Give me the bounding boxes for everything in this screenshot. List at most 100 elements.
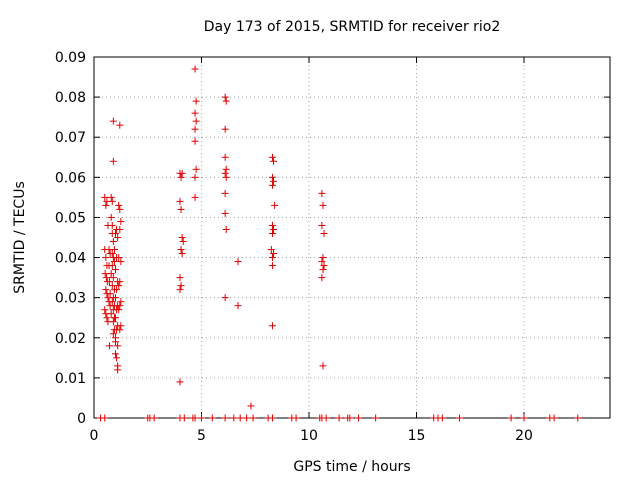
data-point bbox=[270, 225, 278, 233]
data-point bbox=[221, 93, 229, 101]
data-point bbox=[101, 306, 109, 314]
y-tick-label: 0.07 bbox=[55, 130, 86, 146]
data-point bbox=[178, 250, 186, 258]
data-point bbox=[107, 193, 115, 201]
y-tick-label: 0.08 bbox=[55, 90, 86, 106]
data-point bbox=[192, 97, 200, 105]
data-point bbox=[319, 201, 327, 209]
data-point bbox=[107, 270, 115, 278]
data-point bbox=[108, 262, 116, 270]
data-point bbox=[112, 229, 119, 237]
data-point bbox=[113, 286, 121, 294]
data-point bbox=[335, 414, 343, 422]
data-point bbox=[107, 310, 115, 318]
data-point bbox=[191, 65, 199, 73]
data-point bbox=[249, 414, 257, 422]
data-point bbox=[176, 197, 184, 205]
data-point bbox=[103, 314, 111, 322]
data-point bbox=[320, 262, 328, 270]
data-point bbox=[292, 414, 300, 422]
data-point bbox=[176, 286, 184, 294]
data-point bbox=[102, 274, 110, 282]
data-point bbox=[176, 274, 184, 282]
data-point bbox=[319, 254, 327, 262]
data-point bbox=[268, 181, 276, 189]
data-point bbox=[318, 274, 326, 282]
data-point bbox=[270, 177, 278, 185]
y-tick-label: 0.09 bbox=[55, 50, 86, 66]
data-point bbox=[109, 157, 117, 165]
data-point bbox=[456, 414, 463, 422]
data-point bbox=[101, 414, 109, 422]
data-point bbox=[109, 318, 117, 326]
data-point bbox=[101, 270, 109, 278]
data-point bbox=[438, 414, 446, 422]
data-point bbox=[507, 414, 515, 422]
data-point bbox=[176, 378, 184, 386]
data-point bbox=[115, 306, 123, 314]
data-point bbox=[520, 414, 528, 422]
data-point bbox=[112, 314, 119, 322]
data-point bbox=[108, 221, 116, 229]
data-point bbox=[109, 117, 117, 125]
data-point bbox=[116, 225, 124, 233]
data-point bbox=[191, 137, 199, 145]
data-point bbox=[346, 414, 354, 422]
data-point bbox=[268, 173, 276, 181]
data-point bbox=[247, 402, 255, 410]
data-point bbox=[110, 246, 118, 254]
data-point bbox=[267, 246, 275, 254]
data-point bbox=[550, 414, 558, 422]
data-point bbox=[109, 330, 117, 338]
data-point bbox=[318, 221, 326, 229]
data-point bbox=[178, 169, 186, 177]
data-point bbox=[222, 97, 230, 105]
x-tick-label: 20 bbox=[515, 428, 533, 444]
data-point bbox=[222, 225, 230, 233]
data-point bbox=[117, 217, 125, 225]
data-point bbox=[221, 169, 229, 177]
data-point bbox=[177, 173, 185, 181]
data-point bbox=[177, 205, 185, 213]
data-point bbox=[318, 189, 326, 197]
y-axis-label: SRMTID / TECUs bbox=[12, 181, 28, 294]
plot-frame bbox=[93, 56, 611, 419]
data-point bbox=[230, 414, 238, 422]
data-point bbox=[107, 213, 115, 221]
y-tick-label: 0 bbox=[77, 411, 86, 427]
data-point bbox=[116, 326, 124, 334]
data-point bbox=[192, 117, 200, 125]
data-point bbox=[319, 266, 327, 274]
y-tick-label: 0.02 bbox=[55, 331, 86, 347]
data-point bbox=[116, 302, 124, 310]
data-point bbox=[322, 414, 330, 422]
data-point bbox=[109, 238, 117, 246]
data-point bbox=[113, 354, 121, 362]
data-point bbox=[112, 266, 119, 274]
data-point bbox=[178, 234, 186, 241]
data-point bbox=[102, 254, 110, 262]
data-point bbox=[180, 414, 188, 422]
data-point bbox=[117, 298, 125, 306]
data-point bbox=[372, 414, 380, 422]
data-point bbox=[354, 414, 362, 422]
data-point bbox=[243, 414, 251, 422]
data-point bbox=[192, 165, 200, 173]
data-point bbox=[191, 125, 199, 133]
data-point bbox=[177, 246, 185, 254]
data-point bbox=[112, 350, 119, 358]
data-point bbox=[191, 173, 199, 181]
data-point bbox=[222, 173, 230, 181]
data-point bbox=[108, 250, 116, 258]
data-point bbox=[112, 294, 119, 302]
data-points bbox=[96, 65, 582, 422]
x-tick-label: 5 bbox=[197, 428, 206, 444]
data-point bbox=[115, 282, 123, 290]
data-point bbox=[574, 414, 582, 422]
data-point bbox=[318, 258, 326, 266]
data-point bbox=[102, 286, 110, 294]
data-point bbox=[236, 414, 244, 422]
data-point bbox=[191, 414, 199, 422]
